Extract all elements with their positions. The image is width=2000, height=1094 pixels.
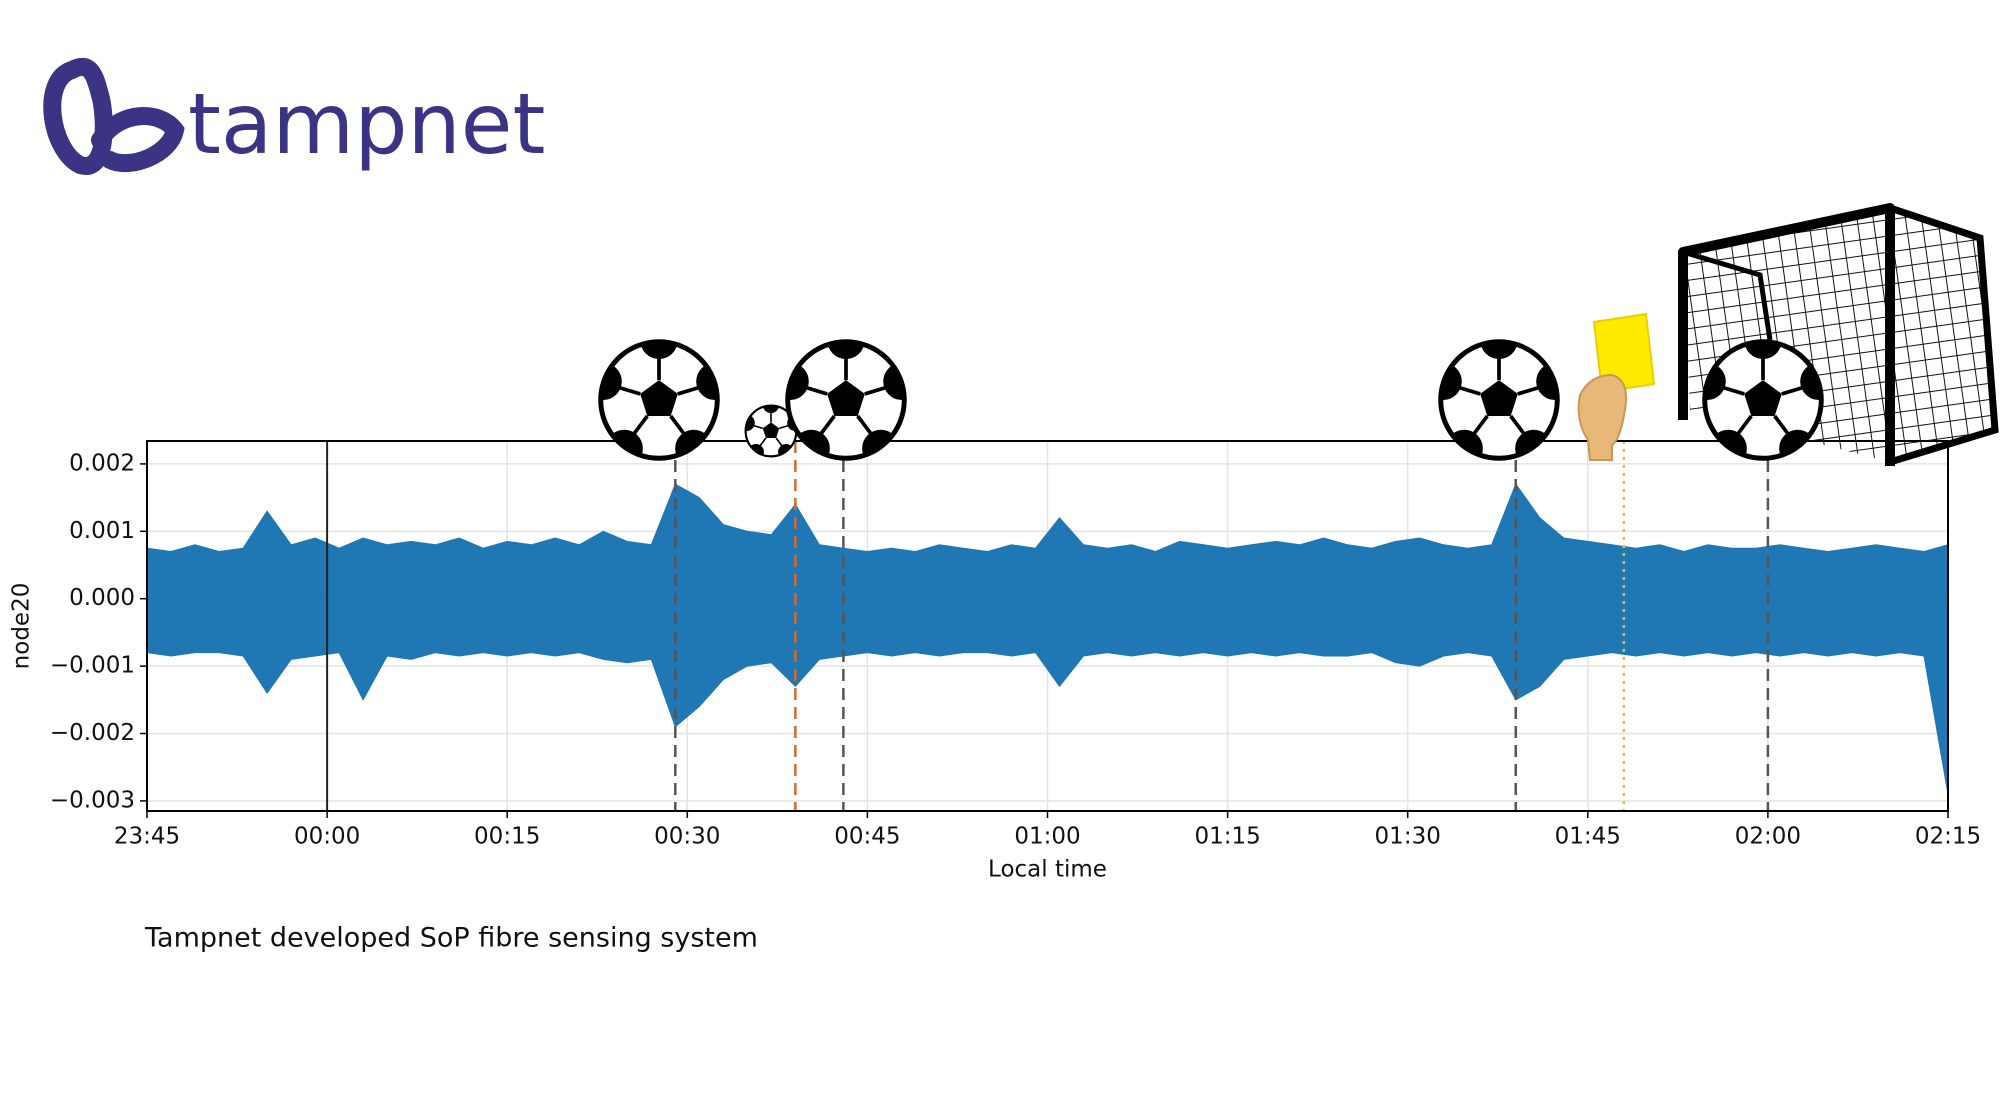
x-tick-label: 01:30 [1375, 824, 1441, 850]
x-tick-label: 00:30 [654, 824, 720, 850]
hand-icon [1577, 373, 1628, 461]
ball-icon [1425, 322, 1574, 467]
caption: Tampnet developed SoP fibre sensing syst… [144, 923, 758, 954]
y-tick-label: −0.002 [50, 720, 135, 746]
plot: 0.002 0.001 0.000 −0.001 −0.002 −0.003 23:45 00… [9, 440, 1981, 883]
y-tick-label: 0.000 [69, 585, 135, 611]
y-axis-label: node20 [9, 583, 35, 670]
decorations [585, 203, 1999, 467]
y-tick-label: −0.003 [50, 787, 135, 813]
y-tick-label: 0.002 [69, 450, 135, 476]
x-tick-label: 00:15 [474, 824, 540, 850]
x-tick-label: 01:45 [1555, 824, 1621, 850]
x-tick-label: 02:15 [1915, 824, 1981, 850]
plot-frame [146, 440, 1949, 812]
y-tick-label: 0.001 [69, 518, 135, 544]
y-tick-label: −0.001 [50, 653, 135, 679]
signal-envelope-high [146, 483, 1949, 600]
x-tick-label: 00:00 [294, 824, 360, 850]
ball-icon [772, 322, 921, 467]
x-tick-label: 23:45 [114, 824, 180, 850]
logo: tampnet [43, 57, 545, 175]
logo-mark [43, 57, 185, 175]
yellow-card-icon [1592, 312, 1656, 394]
x-axis-label: Local time [988, 857, 1107, 883]
x-tick-label: 02:00 [1735, 824, 1801, 850]
signal-envelope-low [146, 598, 1949, 795]
logo-text: tampnet [188, 75, 545, 173]
x-tick-label: 01:00 [1014, 824, 1080, 850]
ball-icon [585, 322, 734, 467]
x-tick-label: 01:15 [1194, 824, 1260, 850]
x-tick-label: 00:45 [834, 824, 900, 850]
